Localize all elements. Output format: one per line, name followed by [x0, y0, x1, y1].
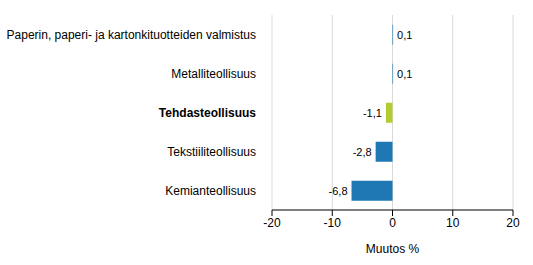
svg-text:Tekstiiliteollisuus: Tekstiiliteollisuus — [167, 145, 256, 159]
svg-text:Kemianteollisuus: Kemianteollisuus — [165, 184, 256, 198]
svg-text:-20: -20 — [263, 216, 281, 230]
svg-text:Paperin, paperi- ja kartonkitu: Paperin, paperi- ja kartonkituotteiden v… — [8, 28, 256, 42]
svg-text:Muutos %: Muutos % — [366, 242, 420, 256]
svg-text:-6,8: -6,8 — [329, 185, 348, 197]
svg-text:0: 0 — [389, 216, 396, 230]
svg-text:0,1: 0,1 — [397, 29, 412, 41]
svg-text:Metalliteollisuus: Metalliteollisuus — [171, 67, 256, 81]
svg-text:-1,1: -1,1 — [363, 107, 382, 119]
svg-text:10: 10 — [446, 216, 460, 230]
svg-text:Tehdasteollisuus: Tehdasteollisuus — [159, 106, 256, 120]
svg-text:-10: -10 — [324, 216, 342, 230]
svg-text:20: 20 — [506, 216, 520, 230]
svg-text:-2,8: -2,8 — [353, 146, 372, 158]
svg-text:0,1: 0,1 — [397, 68, 412, 80]
